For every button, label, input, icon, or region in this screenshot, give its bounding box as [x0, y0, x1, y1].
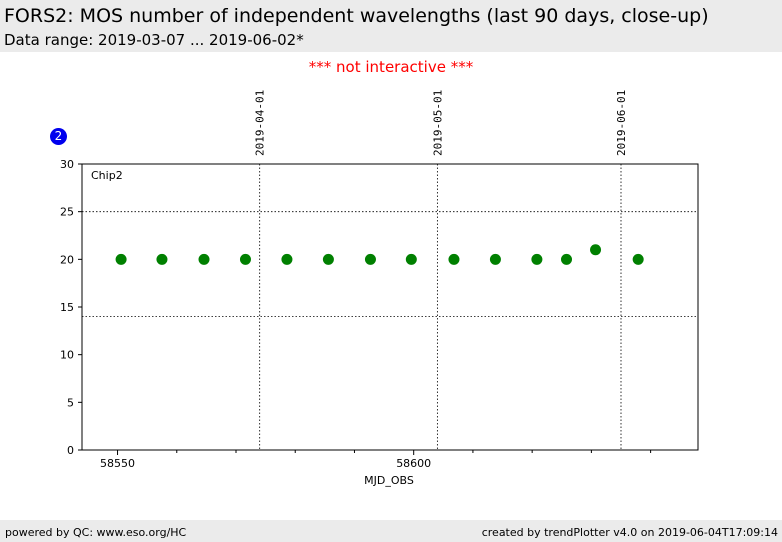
footer-bar: powered by QC: www.eso.org/HC created by… [0, 520, 782, 542]
date-marker-label: 2019-04-01 [254, 90, 267, 156]
x-axis-label: MJD_OBS [364, 474, 414, 487]
y-tick-label: 20 [60, 253, 74, 266]
x-tick-label: 58600 [396, 457, 431, 470]
y-tick-label: 10 [60, 349, 74, 362]
y-tick-label: 25 [60, 206, 74, 219]
data-point [561, 253, 573, 265]
data-point [489, 253, 501, 265]
footer-powered-by: powered by QC: www.eso.org/HC [5, 526, 187, 539]
date-marker-label: 2019-05-01 [431, 90, 444, 156]
y-tick-label: 30 [60, 158, 74, 171]
data-point [115, 253, 127, 265]
data-point [364, 253, 376, 265]
footer-created-by: created by trendPlotter v4.0 on 2019-06-… [481, 526, 778, 539]
date-marker-label: 2019-06-01 [615, 90, 628, 156]
panel-label: Chip2 [91, 169, 123, 182]
y-tick-label: 5 [67, 396, 74, 409]
data-point [198, 253, 210, 265]
data-point [448, 253, 460, 265]
y-tick-label: 0 [67, 444, 74, 457]
x-tick-label: 58550 [100, 457, 135, 470]
data-range-subtitle: Data range: 2019-03-07 ... 2019-06-02* [4, 31, 304, 49]
data-point [281, 253, 293, 265]
data-point [156, 253, 168, 265]
trend-chart: 2019-04-01 2019-05-01 2019-06-01 0 5 10 15 20 25… [60, 90, 699, 487]
data-point [405, 253, 417, 265]
chip-number-badge: 2 [50, 128, 67, 145]
data-point [239, 253, 251, 265]
not-interactive-notice: *** not interactive *** [308, 58, 474, 76]
data-point [531, 253, 543, 265]
data-point [322, 253, 334, 265]
page-title: FORS2: MOS number of independent wavelen… [4, 5, 709, 27]
plot-frame [81, 163, 699, 451]
data-point [632, 253, 644, 265]
header-bar: FORS2: MOS number of independent wavelen… [0, 0, 782, 52]
data-point [590, 244, 602, 256]
y-tick-label: 15 [60, 301, 74, 314]
